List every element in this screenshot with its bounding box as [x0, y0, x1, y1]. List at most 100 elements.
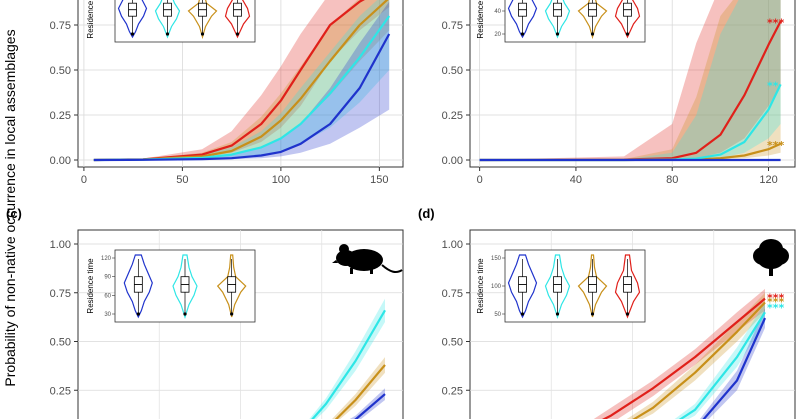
inset-tick-label-d: 150: [491, 256, 502, 262]
outlier-point-cyan-d: [555, 312, 560, 316]
y-tick-label-a: 0.25: [50, 110, 71, 122]
violin-cyan-c: [172, 254, 198, 319]
inset-tick-label-c: 30: [104, 312, 111, 318]
inset-frame-a: [114, 0, 256, 43]
outlier-point-gold-d: [590, 312, 595, 316]
line-gold-c: [334, 364, 386, 419]
outlier-point-cyan-c: [183, 312, 187, 316]
line-blue-a: [93, 33, 391, 162]
line-blue-c: [354, 393, 386, 419]
inset-tick-label-d: 50: [494, 312, 501, 318]
line-blue-d: [702, 317, 767, 419]
ribbon-blue-c: [349, 388, 385, 419]
inset-tick-label-b: 40: [494, 9, 501, 15]
violin-cyan-d: [544, 254, 571, 319]
outlier-point-blue-d: [520, 312, 525, 316]
x-tick-label-b: 0: [477, 174, 483, 186]
significance-red-d: ***: [767, 292, 785, 305]
violin-cyan-a: [154, 0, 181, 39]
violin-red-a: [224, 0, 251, 39]
outlier-point-gold-b: [590, 32, 595, 36]
y-tick-label-d: 0.50: [442, 337, 463, 349]
significance-markers: *****************: [767, 16, 785, 314]
inset-b: Residence time604020: [476, 0, 646, 43]
significance-gold-d: ***: [767, 296, 785, 309]
shared-y-axis-label: Probability of non-native occurrence in …: [2, 29, 18, 386]
y-tick-label-b: 0.00: [442, 155, 463, 167]
line-cyan-c: [311, 309, 386, 419]
outlier-point-gold-a: [200, 32, 205, 36]
tree-icon: [753, 239, 789, 276]
mouse-icon: [332, 244, 403, 274]
series-lines: [93, 0, 782, 419]
outlier-point-gold-c: [230, 312, 234, 316]
y-tick-label-a: 0.75: [50, 20, 71, 32]
ribbon-gold-a: [93, 0, 390, 160]
violin-red-b: [614, 0, 641, 39]
inset-a: Residence time100: [86, 0, 256, 43]
line-red-d: [601, 297, 766, 419]
outlier-point-red-d: [625, 312, 630, 316]
significance-cyan-b: **: [767, 79, 779, 92]
y-tick-label-c: 1.00: [50, 239, 71, 251]
y-tick-label-d: 0.75: [442, 288, 463, 300]
significance-cyan-d: ***: [767, 301, 785, 314]
inset-tick-label-c: 60: [104, 293, 111, 299]
inset-y-label-b: Residence time: [476, 0, 485, 39]
x-tick-label-a: 100: [272, 174, 290, 186]
inset-tick-label-c: 120: [101, 256, 112, 262]
violin-cyan-b: [544, 0, 571, 39]
outlier-point-cyan-a: [165, 32, 170, 36]
outlier-point-red-a: [235, 32, 240, 36]
inset-tick-label-c: 90: [104, 275, 111, 281]
y-tick-label-c: 0.75: [50, 288, 71, 300]
inset-tick-label-b: 20: [494, 32, 501, 38]
inset-c: Residence time 120 90 60 30: [86, 249, 256, 323]
outlier-point-blue-a: [130, 32, 135, 36]
x-tick-label-b: 40: [570, 174, 582, 186]
inset-d: Residence time 150 100 50: [476, 249, 646, 323]
violin-red-d: [614, 254, 641, 319]
y-tick-label-b: 0.50: [442, 65, 463, 77]
inset-y-label-a: Residence time: [86, 0, 95, 39]
inset-y-label-d: Residence time: [476, 258, 485, 314]
outlier-point-blue-c: [136, 312, 140, 316]
outlier-point-blue-b: [520, 32, 525, 36]
outlier-point-cyan-b: [555, 32, 560, 36]
x-tick-label-a: 0: [81, 174, 87, 186]
y-tick-label-c: 0.50: [50, 337, 71, 349]
ribbon-blue-a: [93, 1, 390, 160]
axis-ticks: 0.00 0.25 0.50 0.75 1.00 0 50 100 150 0.00 0.25 0.5…: [50, 20, 778, 397]
inset-y-label-c: Residence time: [86, 258, 95, 314]
y-tick-label-a: 0.00: [50, 155, 71, 167]
y-tick-label-c: 0.25: [50, 385, 71, 397]
panel-label-c: (c): [6, 206, 22, 221]
violin-gold-a: [187, 0, 218, 40]
line-gold-d: [632, 301, 766, 419]
ribbon-red-a: [93, 0, 390, 160]
x-tick-label-b: 80: [666, 174, 678, 186]
x-tick-label-a: 50: [176, 174, 188, 186]
x-tick-label-a: 150: [370, 174, 388, 186]
confidence-ribbons: [93, 0, 781, 419]
y-tick-label-b: 0.75: [442, 20, 463, 32]
x-tick-label-b: 120: [759, 174, 777, 186]
y-tick-label-d: 1.00: [442, 239, 463, 251]
violin-gold-d: [577, 254, 608, 318]
ribbon-red-b: [479, 0, 781, 160]
ribbon-cyan-b: [479, 0, 781, 160]
significance-red-b: ***: [767, 16, 785, 29]
line-cyan-d: [678, 311, 766, 419]
outlier-point-red-b: [625, 32, 630, 36]
violin-gold-b: [577, 0, 608, 40]
panel-label-d: (d): [418, 206, 435, 221]
y-tick-label-d: 0.25: [442, 385, 463, 397]
y-tick-label-b: 0.25: [442, 110, 463, 122]
inset-tick-label-d: 100: [491, 284, 502, 290]
y-tick-label-a: 0.50: [50, 65, 71, 77]
ribbon-gold-b: [479, 0, 781, 160]
residence-time-insets: Residence time100Residence time604020Res…: [86, 0, 646, 323]
ribbon-cyan-a: [93, 0, 390, 160]
significance-gold-b: ***: [767, 139, 785, 152]
